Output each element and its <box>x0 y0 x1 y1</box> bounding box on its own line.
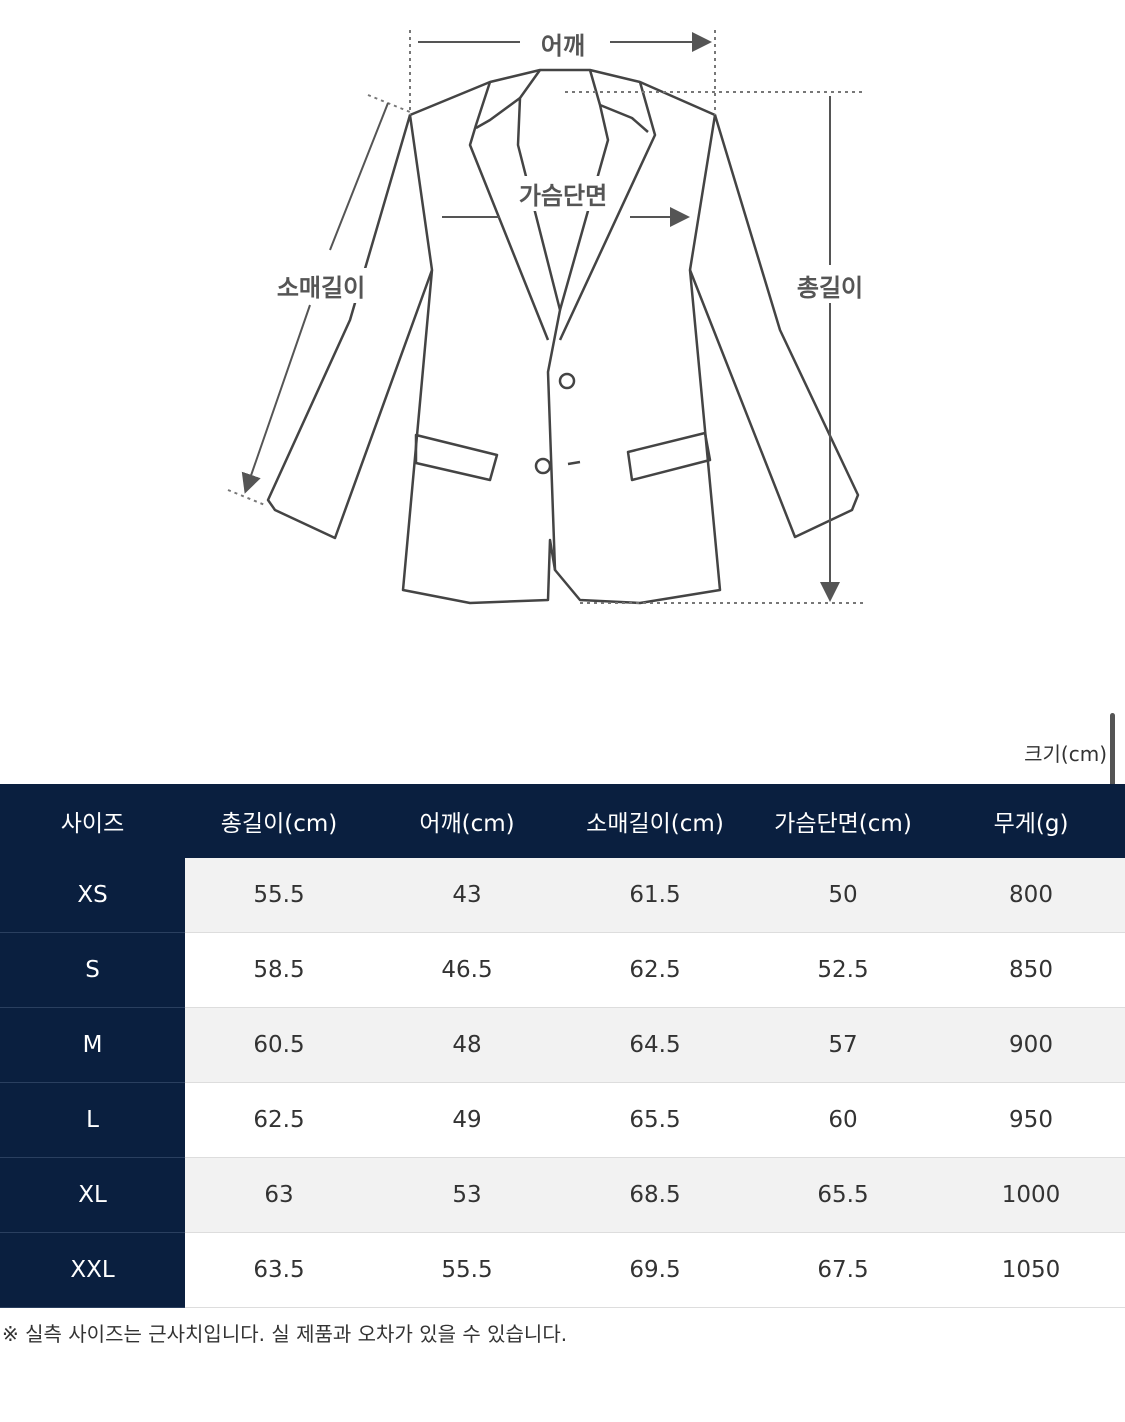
left-lapel <box>468 69 562 571</box>
chest-label: 가슴단면 <box>514 176 612 211</box>
value-cell: 43 <box>373 858 561 933</box>
value-cell: 52.5 <box>749 932 937 1008</box>
table-row: L 62.5 49 65.5 60 950 <box>0 1082 1125 1158</box>
total-length-label: 총길이 <box>792 268 868 303</box>
value-cell: 61.5 <box>561 858 749 933</box>
shoulder-label: 어깨 <box>536 26 590 61</box>
unit-label: 크기(cm) <box>1024 742 1107 766</box>
header-chest: 가슴단면(cm) <box>749 784 937 858</box>
right-pocket <box>626 431 712 482</box>
table-row: XS 55.5 43 61.5 50 800 <box>0 858 1125 933</box>
jacket-body <box>401 68 722 605</box>
table-row: XL 63 53 68.5 65.5 1000 <box>0 1157 1125 1233</box>
right-sleeve <box>688 114 860 539</box>
jacket-diagram <box>0 0 865 640</box>
header-shoulder: 어깨(cm) <box>373 784 561 858</box>
size-cell: L <box>0 1082 185 1158</box>
size-note: ※ 실측 사이즈는 근사치입니다. 실 제품과 오차가 있을 수 있습니다. <box>2 1322 568 1346</box>
value-cell: 1000 <box>937 1157 1125 1233</box>
value-cell: 850 <box>937 932 1125 1008</box>
value-cell: 48 <box>373 1007 561 1083</box>
value-cell: 55.5 <box>373 1232 561 1308</box>
header-total-length: 총길이(cm) <box>185 784 373 858</box>
value-cell: 64.5 <box>561 1007 749 1083</box>
size-cell: XL <box>0 1157 185 1233</box>
table-row: S 58.5 46.5 62.5 52.5 850 <box>0 932 1125 1008</box>
value-cell: 49 <box>373 1082 561 1158</box>
value-cell: 1050 <box>937 1232 1125 1308</box>
value-cell: 50 <box>749 858 937 933</box>
value-cell: 63.5 <box>185 1232 373 1308</box>
button-1 <box>558 372 576 390</box>
value-cell: 63 <box>185 1157 373 1233</box>
value-cell: 62.5 <box>185 1082 373 1158</box>
value-cell: 65.5 <box>749 1157 937 1233</box>
value-cell: 65.5 <box>561 1082 749 1158</box>
value-cell: 800 <box>937 858 1125 933</box>
table-header-row: 사이즈 총길이(cm) 어깨(cm) 소매길이(cm) 가슴단면(cm) 무게(… <box>0 784 1125 858</box>
table-row: XXL 63.5 55.5 69.5 67.5 1050 <box>0 1232 1125 1308</box>
value-cell: 67.5 <box>749 1232 937 1308</box>
right-lapel <box>558 69 657 341</box>
left-sleeve <box>266 114 434 540</box>
size-cell: S <box>0 932 185 1008</box>
header-weight: 무게(g) <box>937 784 1125 858</box>
size-table: 사이즈 총길이(cm) 어깨(cm) 소매길이(cm) 가슴단면(cm) 무게(… <box>0 784 1125 1308</box>
value-cell: 46.5 <box>373 932 561 1008</box>
value-cell: 68.5 <box>561 1157 749 1233</box>
value-cell: 57 <box>749 1007 937 1083</box>
size-cell: M <box>0 1007 185 1083</box>
sleeve-arrow <box>246 102 389 490</box>
value-cell: 58.5 <box>185 932 373 1008</box>
value-cell: 60.5 <box>185 1007 373 1083</box>
sleeve-label: 소매길이 <box>272 268 370 303</box>
header-size: 사이즈 <box>0 784 185 858</box>
header-sleeve: 소매길이(cm) <box>561 784 749 858</box>
size-cell: XXL <box>0 1232 185 1308</box>
size-cell: XS <box>0 858 185 933</box>
value-cell: 53 <box>373 1157 561 1233</box>
value-cell: 950 <box>937 1082 1125 1158</box>
left-pocket <box>414 433 499 482</box>
value-cell: 900 <box>937 1007 1125 1083</box>
table-row: M 60.5 48 64.5 57 900 <box>0 1007 1125 1083</box>
value-cell: 62.5 <box>561 932 749 1008</box>
value-cell: 60 <box>749 1082 937 1158</box>
value-cell: 69.5 <box>561 1232 749 1308</box>
value-cell: 55.5 <box>185 858 373 933</box>
collar <box>475 96 649 133</box>
button-2 <box>534 457 552 475</box>
